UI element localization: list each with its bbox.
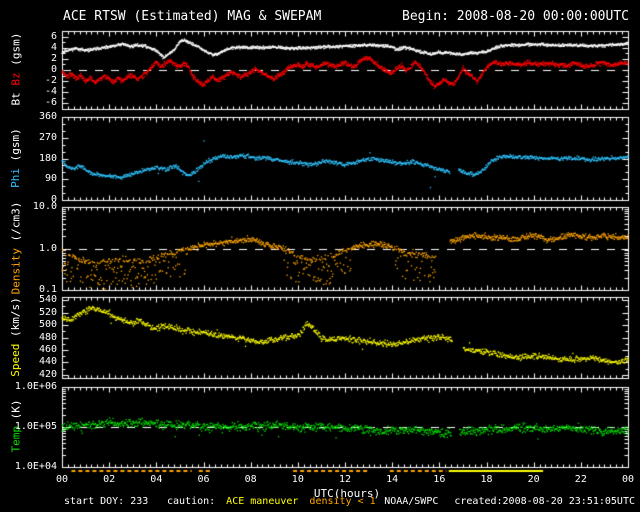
y-axis-label-part: (gsm) <box>8 32 22 66</box>
x-tick-label: 06 <box>197 474 210 485</box>
panel-y-axis-label: Density (/cm3) <box>8 201 22 294</box>
begin-timestamp: Begin: 2008-08-20 00:00:00UTC <box>402 9 629 24</box>
y-tick-label: -6 <box>44 97 57 109</box>
x-tick-label: 00 <box>55 474 69 485</box>
x-tick-label: 10 <box>291 474 304 485</box>
agency-label: NOAA/SWPC <box>384 496 439 507</box>
y-tick-label: 10.0 <box>32 201 57 212</box>
caution-density-label: density < 1 <box>309 496 376 507</box>
y-tick-label: 540 <box>38 294 57 306</box>
caution-label: caution: <box>167 496 216 507</box>
x-tick-label: 14 <box>386 474 399 485</box>
y-axis-label-part: (km/s) <box>8 296 22 337</box>
y-axis-label-part: (K) <box>9 399 22 420</box>
chart-title: ACE RTSW (Estimated) MAG & SWEPAM <box>63 9 322 24</box>
x-tick-label: 04 <box>150 474 163 485</box>
y-tick-label: 1.0 <box>38 242 57 254</box>
y-tick-label: 4 <box>50 41 57 53</box>
credits: NOAA/SWPC created:2008-08-20 23:51:05UTC <box>384 496 635 507</box>
panel-y-axis-label: Bt Bz (gsm) <box>8 32 22 106</box>
y-tick-label: 270 <box>38 131 57 143</box>
y-tick-label: 1.0E+06 <box>14 381 57 392</box>
y-tick-label: 1.0E+05 <box>14 421 57 432</box>
x-tick-label: 08 <box>244 474 257 485</box>
start-doy-label: start DOY: 233 <box>64 496 149 507</box>
x-tick-label: 12 <box>338 474 352 485</box>
y-tick-label: 0 <box>50 194 57 205</box>
x-tick-label: 20 <box>527 474 540 485</box>
y-axis-label-part: Density <box>8 247 22 294</box>
y-tick-label: 460 <box>38 343 57 355</box>
y-tick-label: 90 <box>44 173 57 185</box>
y-axis-label-part: (/cm3) <box>8 201 22 241</box>
x-tick-label: 18 <box>480 474 493 485</box>
y-tick-label: 1.0E+04 <box>14 461 57 472</box>
y-axis-label-part: (gsm) <box>8 127 22 161</box>
y-tick-label: 6 <box>50 30 57 42</box>
y-tick-label: 500 <box>38 319 57 331</box>
x-tick-label: 00 <box>621 474 635 485</box>
y-axis-label-part: Bz <box>8 72 22 86</box>
x-tick-label: 16 <box>433 474 446 485</box>
y-axis-label-part: Speed <box>8 343 22 377</box>
y-tick-label: 180 <box>38 152 57 164</box>
y-tick-label: 420 <box>38 368 57 380</box>
y-tick-label: 0.1 <box>38 284 57 295</box>
y-tick-label: 480 <box>38 331 57 343</box>
x-tick-label: 22 <box>574 474 587 485</box>
y-tick-label: -4 <box>44 86 57 98</box>
caution-legend: caution: ACE maneuver density < 1 <box>167 496 376 507</box>
y-tick-label: 520 <box>38 306 57 318</box>
y-axis-label-part: Phi <box>8 167 22 188</box>
panel-y-axis-label: Phi (gsm) <box>8 127 22 188</box>
x-axis-label: UTC(hours) <box>313 487 381 500</box>
y-tick-label: 360 <box>38 111 57 122</box>
caution-maneuver-label: ACE maneuver <box>226 496 299 507</box>
y-axis-label-part: Bt <box>8 92 22 106</box>
y-tick-label: 440 <box>38 356 57 368</box>
created-timestamp: created:2008-08-20 23:51:05UTC <box>454 496 635 507</box>
x-tick-label: 02 <box>103 474 116 485</box>
y-tick-label: 0 <box>50 64 57 75</box>
y-tick-label: 2 <box>50 52 57 64</box>
panel-y-axis-label: Speed (km/s) <box>8 296 22 377</box>
y-tick-label: -2 <box>44 75 57 87</box>
